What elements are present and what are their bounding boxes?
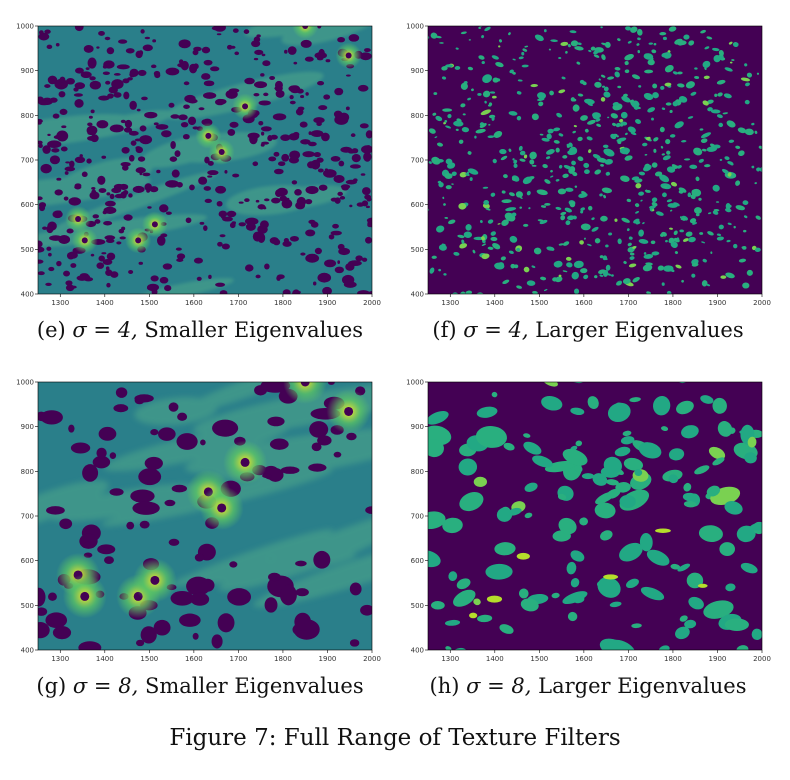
x-tick-label: 1800 — [664, 655, 682, 663]
caption-h-sigma: σ = 8, — [466, 674, 532, 698]
x-tick-label: 1400 — [486, 655, 504, 663]
x-tick-label: 1800 — [664, 299, 682, 307]
y-tick-label: 700 — [411, 513, 424, 521]
y-tick-label: 500 — [411, 246, 424, 254]
y-tick-label: 1000 — [406, 23, 424, 31]
x-tick-label: 1300 — [51, 655, 69, 663]
x-tick-label: 1700 — [619, 299, 637, 307]
y-tick-label: 800 — [411, 468, 424, 476]
caption-g-sigma: σ = 8, — [72, 674, 139, 698]
y-tick-label: 900 — [21, 67, 34, 75]
x-tick-label: 1600 — [575, 655, 593, 663]
x-tick-label: 1500 — [530, 655, 548, 663]
x-tick-label: 1500 — [140, 299, 158, 307]
y-tick-label: 900 — [411, 67, 424, 75]
y-tick-label: 800 — [411, 112, 424, 120]
panel-g: 1300 1400 1500 1600 1700 1800 1900 2000 400 500 60… — [16, 374, 381, 664]
heatmap-f: 1300 1400 1500 1600 1700 1800 1900 2000 400 500 60… — [406, 23, 771, 308]
x-tick-label: 1600 — [185, 655, 203, 663]
x-tick-label: 1500 — [530, 299, 548, 307]
x-tick-label: 2000 — [363, 655, 381, 663]
heatmap-h: 1300 1400 1500 1600 1700 1800 1900 2000 400 500 60… — [406, 379, 771, 664]
panel-h: 1300 1400 1500 1600 1700 1800 1900 2000 400 500 60… — [406, 374, 771, 664]
x-tick-label: 2000 — [753, 655, 771, 663]
y-tick-label: 400 — [411, 291, 424, 299]
caption-f-desc: Larger Eigenvalues — [535, 318, 744, 342]
caption-h-desc: Larger Eigenvalues — [538, 674, 747, 698]
y-tick-label: 500 — [21, 602, 34, 610]
heatmap-image — [38, 26, 372, 294]
x-tick-label: 1700 — [619, 655, 637, 663]
caption-g-label: (g) — [36, 674, 67, 698]
figure-caption: Figure 7: Full Range of Texture Filters — [169, 725, 621, 751]
heatmap-e: 1300 1400 1500 1600 1700 1800 1900 2000 400 500 60… — [16, 23, 381, 308]
x-tick-label: 1900 — [319, 655, 337, 663]
y-tick-label: 600 — [411, 201, 424, 209]
x-tick-label: 1300 — [441, 655, 459, 663]
y-tick-label: 600 — [411, 557, 424, 565]
caption-e-desc: Smaller Eigenvalues — [144, 318, 364, 342]
y-tick-label: 900 — [411, 423, 424, 431]
y-tick-label: 700 — [21, 157, 34, 165]
y-tick-label: 700 — [21, 513, 34, 521]
caption-e-label: (e) — [36, 318, 66, 342]
heatmap-image — [38, 382, 372, 650]
y-tick-label: 1000 — [16, 23, 34, 31]
y-tick-label: 1000 — [406, 379, 424, 387]
caption-g: (g) σ = 8, Smaller Eigenvalues — [10, 674, 390, 698]
x-tick-label: 1300 — [441, 299, 459, 307]
heatmap-image — [428, 26, 762, 294]
x-tick-label: 1600 — [185, 299, 203, 307]
y-tick-label: 400 — [21, 647, 34, 655]
x-tick-label: 1900 — [709, 655, 727, 663]
caption-f-sigma: σ = 4, — [463, 318, 529, 342]
x-tick-label: 1900 — [319, 299, 337, 307]
caption-g-desc: Smaller Eigenvalues — [144, 674, 364, 698]
y-tick-label: 400 — [411, 647, 424, 655]
y-tick-label: 400 — [21, 291, 34, 299]
x-tick-label: 1400 — [96, 299, 114, 307]
heatmap-g: 1300 1400 1500 1600 1700 1800 1900 2000 400 500 60… — [16, 379, 381, 664]
x-tick-label: 1400 — [486, 299, 504, 307]
x-tick-label: 2000 — [753, 299, 771, 307]
x-tick-label: 1700 — [229, 655, 247, 663]
panel-e: 1300 1400 1500 1600 1700 1800 1900 2000 400 500 60… — [16, 18, 381, 308]
y-tick-label: 800 — [21, 112, 34, 120]
x-tick-label: 1500 — [140, 655, 158, 663]
caption-f-label: (f) — [432, 318, 457, 342]
y-tick-label: 500 — [21, 246, 34, 254]
x-tick-label: 1700 — [229, 299, 247, 307]
caption-f: (f) σ = 4, Larger Eigenvalues — [398, 318, 778, 342]
x-tick-label: 1800 — [274, 299, 292, 307]
x-tick-label: 1600 — [575, 299, 593, 307]
heatmap-image — [428, 382, 762, 650]
y-tick-label: 700 — [411, 157, 424, 165]
x-tick-label: 1800 — [274, 655, 292, 663]
y-tick-label: 900 — [21, 423, 34, 431]
caption-h-label: (h) — [429, 674, 460, 698]
x-tick-label: 1900 — [709, 299, 727, 307]
y-tick-label: 500 — [411, 602, 424, 610]
panel-f: 1300 1400 1500 1600 1700 1800 1900 2000 400 500 60… — [406, 18, 771, 308]
caption-e: (e) σ = 4, Smaller Eigenvalues — [10, 318, 390, 342]
y-tick-label: 600 — [21, 557, 34, 565]
y-tick-label: 1000 — [16, 379, 34, 387]
x-tick-label: 2000 — [363, 299, 381, 307]
y-tick-label: 800 — [21, 468, 34, 476]
y-tick-label: 600 — [21, 201, 34, 209]
x-tick-label: 1400 — [96, 655, 114, 663]
caption-e-sigma: σ = 4, — [72, 318, 138, 342]
caption-h: (h) σ = 8, Larger Eigenvalues — [398, 674, 778, 698]
x-tick-label: 1300 — [51, 299, 69, 307]
